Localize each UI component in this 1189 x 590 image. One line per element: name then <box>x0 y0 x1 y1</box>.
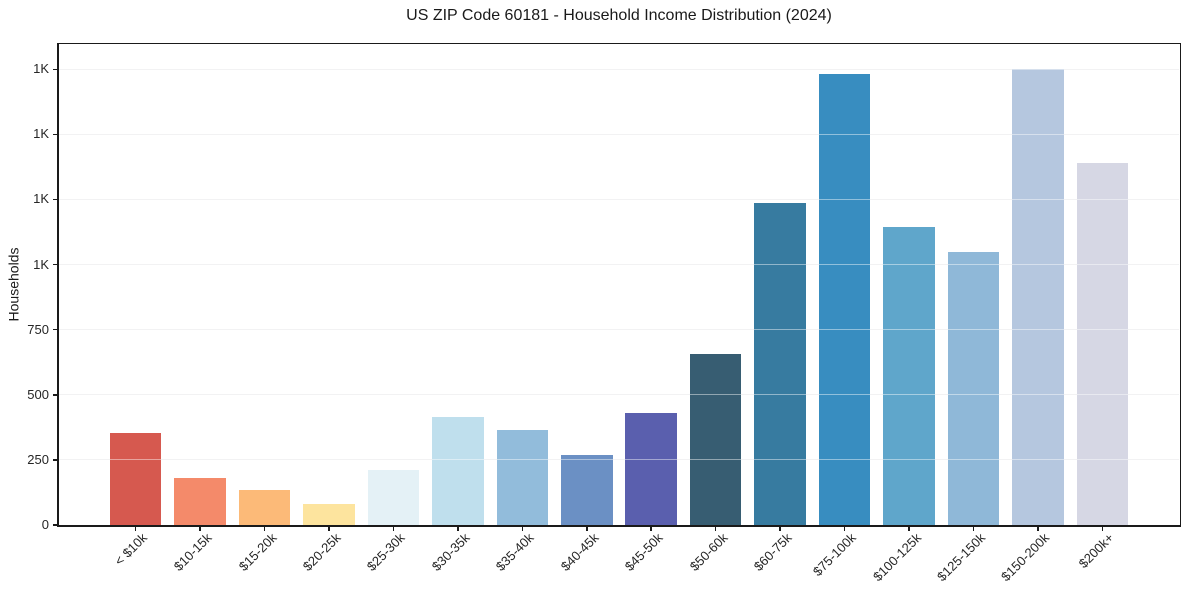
y-axis-label: Households <box>5 247 22 322</box>
y-tick-label: 1K <box>33 61 49 77</box>
x-tick-label: $50-60k <box>686 530 731 574</box>
bar <box>367 470 420 525</box>
gridline <box>59 264 1179 266</box>
x-tick-label: $200k+ <box>1075 530 1117 572</box>
bar <box>883 226 935 525</box>
y-tick-label: 1K <box>33 126 49 142</box>
y-tick-mark <box>53 133 58 136</box>
bar <box>432 416 484 525</box>
x-tick-mark <box>263 526 266 531</box>
x-tick-mark <box>134 526 137 531</box>
bar <box>754 203 806 525</box>
bar <box>174 478 226 525</box>
gridline-overlay <box>59 68 1179 70</box>
x-tick-mark <box>586 526 588 531</box>
x-tick-label: $150-200k <box>998 530 1053 585</box>
x-tick-label: < $10k <box>111 530 151 569</box>
gridline <box>59 394 1179 396</box>
chart-title: US ZIP Code 60181 - Household Income Dis… <box>406 7 832 24</box>
x-tick-label: $40-45k <box>557 530 602 574</box>
x-tick-label: $15-20k <box>235 530 280 574</box>
gridline-overlay <box>59 198 1179 200</box>
gridline <box>59 133 1179 135</box>
bar <box>625 413 677 525</box>
gridline <box>59 329 1179 331</box>
x-tick-label: $45-50k <box>622 530 666 574</box>
y-tick-label: 750 <box>27 321 49 337</box>
y-tick-mark <box>53 198 58 201</box>
bar <box>818 74 871 525</box>
x-tick-label: $125-150k <box>933 530 989 585</box>
bar <box>689 354 742 525</box>
x-tick-label: $20-25k <box>299 530 344 574</box>
y-tick-mark <box>53 524 58 526</box>
bar <box>303 504 355 525</box>
x-tick-mark <box>1101 526 1104 531</box>
y-tick-label: 1K <box>33 191 49 207</box>
x-tick-label: $30-35k <box>428 530 473 574</box>
gridline-overlay <box>59 459 1179 461</box>
y-tick-mark <box>53 68 58 70</box>
x-tick-label: $100-125k <box>869 530 924 585</box>
x-tick-mark <box>843 526 846 531</box>
gridline-overlay <box>59 329 1179 331</box>
bar <box>109 432 162 525</box>
x-tick-label: $60-75k <box>750 530 795 574</box>
y-tick-mark <box>53 328 58 331</box>
gridline-overlay <box>59 394 1179 396</box>
bar <box>496 429 549 525</box>
x-tick-mark <box>972 526 975 531</box>
bar <box>238 489 291 525</box>
x-tick-mark <box>714 526 717 531</box>
x-tick-mark <box>328 526 330 531</box>
gridline <box>59 68 1179 70</box>
x-tick-mark <box>1037 526 1039 531</box>
x-tick-label: $35-40k <box>493 530 537 574</box>
bar <box>947 251 1000 525</box>
bar <box>561 454 613 525</box>
y-tick-label: 0 <box>41 517 49 532</box>
y-tick-mark <box>53 394 58 396</box>
x-tick-label: $25-30k <box>364 530 409 574</box>
gridline <box>59 459 1179 461</box>
x-tick-mark <box>457 526 459 531</box>
gridline <box>59 198 1179 200</box>
x-tick-mark <box>779 526 781 531</box>
y-tick-label: 250 <box>27 451 49 467</box>
x-tick-mark <box>392 526 395 531</box>
x-tick-mark <box>908 526 910 531</box>
x-tick-label: $10-15k <box>170 530 215 574</box>
gridline-overlay <box>59 133 1179 135</box>
y-tick-mark <box>53 459 58 461</box>
x-tick-mark <box>521 526 524 531</box>
x-tick-mark <box>650 526 652 531</box>
x-tick-label: $75-100k <box>810 530 860 579</box>
x-tick-mark <box>199 526 201 531</box>
gridline-overlay <box>59 264 1179 266</box>
bar <box>1012 69 1064 525</box>
y-tick-label: 500 <box>27 386 49 402</box>
bar <box>1076 163 1129 525</box>
y-tick-label: 1K <box>33 256 49 272</box>
y-tick-mark <box>53 263 58 266</box>
